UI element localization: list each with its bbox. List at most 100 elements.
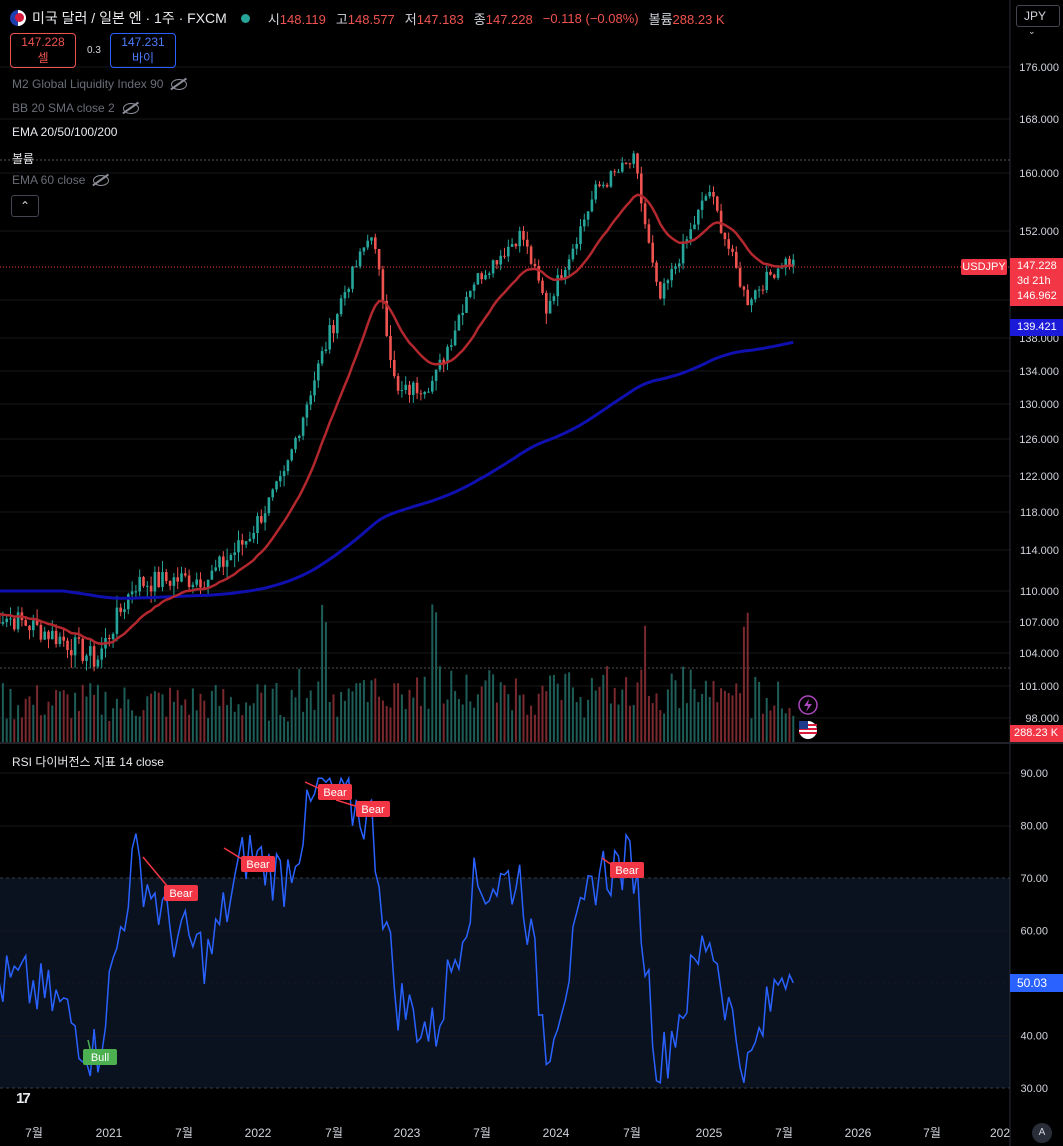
indicator-ema60[interactable]: EMA 60 close <box>12 173 110 187</box>
volume-bar <box>476 694 479 742</box>
candle-body <box>77 637 81 639</box>
volume-bar <box>716 702 719 742</box>
candle-body <box>214 567 217 571</box>
candle-body <box>636 153 639 174</box>
tradingview-logo-icon[interactable]: 17 <box>16 1090 31 1107</box>
us-flag-icon[interactable] <box>799 721 817 739</box>
eye-hidden-icon[interactable] <box>171 78 188 90</box>
candle-body <box>678 263 681 267</box>
candle-body <box>788 258 791 267</box>
candle-body <box>571 248 575 260</box>
candle-body <box>168 580 172 586</box>
volume-bar <box>28 696 31 742</box>
signal-badge-bear <box>164 885 198 901</box>
price-axis-label: 152.000 <box>1019 226 1059 238</box>
volume-bar <box>343 700 346 742</box>
volume-bar <box>598 686 601 742</box>
volume-bar <box>564 673 567 742</box>
volume-bar <box>731 695 734 742</box>
candle-body <box>92 646 96 667</box>
volume-bar <box>488 670 491 742</box>
chevron-down-icon: ⌄ <box>1028 26 1036 36</box>
candle-body <box>336 314 339 334</box>
volume-bar <box>237 704 240 742</box>
volume-bar <box>537 693 540 742</box>
candle-body <box>400 389 404 391</box>
candle-body <box>153 571 157 592</box>
price-axis-label: 98.000 <box>1025 713 1059 725</box>
volume-bar <box>85 696 88 742</box>
candle-body <box>514 243 518 247</box>
lightning-icon[interactable] <box>798 695 818 715</box>
sell-button[interactable]: 147.228 셀 <box>10 33 76 68</box>
volume-bar <box>758 681 761 742</box>
volume-bar <box>381 700 384 742</box>
volume-bar <box>378 696 381 742</box>
candle-body <box>674 266 677 269</box>
candle-body <box>469 290 472 297</box>
price-axis[interactable]: 176.000168.000160.000152.000142.000138.0… <box>1019 62 1059 725</box>
volume-bar <box>742 626 745 742</box>
candle-body <box>271 489 274 498</box>
rsi-current-tag: 50.03 <box>1010 974 1063 992</box>
collapse-indicators-button[interactable]: ⌃ <box>11 195 39 217</box>
volume-bar <box>55 689 58 742</box>
candle-body <box>233 552 236 556</box>
candle-body <box>13 618 16 630</box>
indicator-ema[interactable]: EMA 20/50/100/200 <box>12 125 118 139</box>
candle-body <box>541 280 544 293</box>
candle-body <box>628 163 632 165</box>
candle-body <box>442 359 445 363</box>
volume-bar <box>473 707 476 742</box>
candle-body <box>324 349 328 352</box>
candle-body <box>423 391 426 395</box>
volume-bar <box>469 701 472 742</box>
currency-select[interactable]: JPY ⌄ <box>1016 5 1060 36</box>
last-price-tag: 147.228 3d 21h 146.962 <box>1010 258 1063 306</box>
indicator-volume[interactable]: 볼륨 <box>12 152 35 166</box>
indicator-bb[interactable]: BB 20 SMA close 2 <box>12 101 139 115</box>
candle-body <box>32 620 35 631</box>
rsi-axis[interactable]: 90.00 80.00 70.00 60.00 40.00 30.00 <box>1020 768 1048 1095</box>
volume-bar <box>226 705 229 742</box>
volume-bar <box>788 708 791 742</box>
candle-body <box>279 476 282 482</box>
candle-body <box>773 274 776 278</box>
grid <box>0 66 1010 1089</box>
buy-button[interactable]: 147.231 바이 <box>110 33 176 68</box>
indicator-m2-liquidity[interactable]: M2 Global Liquidity Index 90 <box>12 77 188 91</box>
candle-body <box>419 393 423 395</box>
volume-bar <box>112 708 115 742</box>
volume-bar <box>670 673 673 742</box>
volume-bar <box>24 698 27 742</box>
price-axis-label: 110.000 <box>1020 586 1059 598</box>
candle-body <box>393 360 396 377</box>
candle-body <box>784 258 787 268</box>
candle-body <box>613 171 616 173</box>
volume-bar <box>549 675 552 742</box>
candle-body <box>111 633 115 640</box>
candle-body <box>605 184 609 187</box>
candle-body <box>598 184 601 187</box>
volume-bar <box>389 707 392 742</box>
candle-body <box>495 260 499 265</box>
candle-body <box>647 224 651 243</box>
volume-bar <box>617 704 620 742</box>
volume-bar <box>507 694 510 742</box>
volume-bar <box>115 698 118 742</box>
spread-value: 0.3 <box>87 45 101 56</box>
eye-hidden-icon[interactable] <box>93 174 110 186</box>
time-axis[interactable]: 7월 2021 7월 2022 7월 2023 7월 2024 7월 2025 7월 2026 7월 20… <box>25 1126 1010 1140</box>
auto-scale-button[interactable]: A <box>1032 1123 1052 1143</box>
volume-bar <box>575 702 578 742</box>
symbol-title[interactable]: 미국 달러 / 일본 엔 · 1주 · FXCM <box>32 10 227 26</box>
rsi-title[interactable]: RSI 다이버전스 지표 14 close <box>12 755 164 769</box>
volume-bar <box>784 713 787 742</box>
candle-body <box>716 196 719 211</box>
candle-body <box>377 249 381 270</box>
volume-bar <box>9 688 12 742</box>
eye-hidden-icon[interactable] <box>122 102 139 114</box>
time-axis-label: 2023 <box>394 1126 421 1140</box>
market-status-icon[interactable] <box>240 13 250 23</box>
